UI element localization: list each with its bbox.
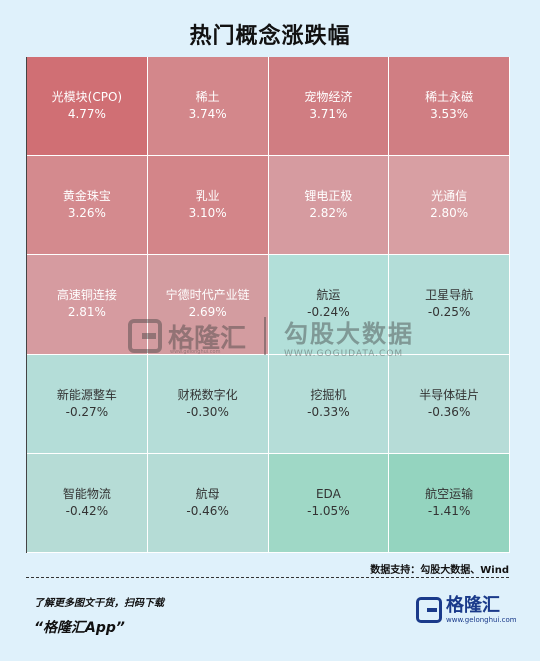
footer-line-1: 了解更多图文干货，扫码下载 [34, 598, 164, 609]
cell-name: 挖掘机 [310, 387, 347, 402]
cell-name: 财税数字化 [177, 387, 238, 402]
heatmap-cell: 智能物流 -0.42% [27, 453, 148, 553]
cell-value: -0.30% [186, 404, 229, 419]
cell-value: -0.42% [65, 503, 109, 518]
cell-name: 航运 [316, 288, 341, 303]
cell-name: 黄金珠宝 [62, 189, 111, 204]
cell-value: 3.71% [309, 107, 348, 122]
footer-line-2: “格隆汇App” [34, 620, 125, 636]
cell-value: 3.26% [67, 206, 106, 221]
cell-value: 3.74% [188, 107, 227, 122]
cell-value: 2.82% [309, 206, 348, 221]
cell-name: 乳业 [195, 189, 220, 204]
chart-title: 热门概念涨跌幅 [189, 24, 351, 49]
brand-url: www.gelonghui.com [446, 616, 517, 624]
cell-value: -0.36% [427, 404, 471, 419]
heatmap-cell: 航母 -0.46% [147, 453, 269, 553]
cell-name: 航母 [195, 486, 220, 501]
heatmap-cell: 半导体硅片 -0.36% [389, 354, 510, 454]
data-source: 数据支持：勾股大数据、Wind [370, 565, 509, 576]
brand-logo-icon [416, 597, 442, 623]
cell-value: -0.33% [307, 404, 350, 419]
heatmap-cell: 光通信 2.80% [389, 156, 510, 256]
heatmap-cell: 航运 -0.24% [268, 255, 390, 355]
cell-value: 2.81% [67, 305, 106, 320]
heatmap-cell: EDA -1.05% [268, 453, 390, 553]
cell-value: -0.46% [186, 503, 229, 518]
cell-name: 锂电正极 [304, 189, 353, 204]
heatmap-cell: 高速铜连接 2.81% [27, 255, 148, 355]
cell-name: 卫星导航 [425, 288, 474, 303]
footer-divider [26, 577, 509, 578]
cell-value: 3.10% [188, 206, 227, 221]
heatmap-grid: 光模块(CPO) 4.77% 稀土 3.74% 宠物经济 3.71% 稀土永磁 3.53% 黄金… [26, 57, 510, 553]
cell-name: 宁德时代产业链 [165, 288, 250, 303]
brand: 格隆汇 www.gelonghui.com [416, 596, 517, 624]
heatmap-cell: 财税数字化 -0.30% [147, 354, 269, 454]
cell-name: 稀土 [195, 90, 220, 105]
cell-name: 稀土永磁 [425, 90, 474, 105]
heatmap-cell: 卫星导航 -0.25% [389, 255, 510, 355]
brand-name: 格隆汇 [446, 595, 500, 616]
cell-name: 航空运输 [425, 486, 474, 501]
cell-value: 2.69% [188, 305, 227, 320]
heatmap-cell: 挖掘机 -0.33% [268, 354, 390, 454]
cell-name: 高速铜连接 [56, 288, 117, 303]
cell-value: 2.80% [430, 206, 469, 221]
cell-name: 光模块(CPO) [51, 90, 123, 105]
heatmap-cell: 锂电正极 2.82% [268, 156, 390, 256]
cell-name: 光通信 [431, 189, 468, 204]
heatmap-cell: 稀土 3.74% [147, 57, 269, 157]
heatmap-cell: 航空运输 -1.41% [389, 453, 510, 553]
cell-value: 3.53% [430, 107, 469, 122]
cell-name: EDA [315, 486, 341, 501]
cell-value: -0.25% [427, 305, 471, 320]
cell-name: 新能源整车 [56, 387, 117, 402]
cell-name: 半导体硅片 [419, 387, 480, 402]
heatmap-cell: 稀土永磁 3.53% [389, 57, 510, 157]
cell-name: 宠物经济 [304, 90, 353, 105]
heatmap-cell: 新能源整车 -0.27% [27, 354, 148, 454]
heatmap-cell: 乳业 3.10% [147, 156, 269, 256]
heatmap-cell: 宁德时代产业链 2.69% [147, 255, 269, 355]
cell-value: -1.41% [427, 503, 471, 518]
heatmap-cell: 光模块(CPO) 4.77% [27, 57, 148, 157]
cell-value: -1.05% [307, 503, 350, 518]
heatmap-cell: 宠物经济 3.71% [268, 57, 390, 157]
heatmap-cell: 黄金珠宝 3.26% [27, 156, 148, 256]
cell-value: 4.77% [67, 107, 106, 122]
cell-value: -0.24% [307, 305, 350, 320]
cell-value: -0.27% [65, 404, 109, 419]
cell-name: 智能物流 [62, 486, 111, 501]
